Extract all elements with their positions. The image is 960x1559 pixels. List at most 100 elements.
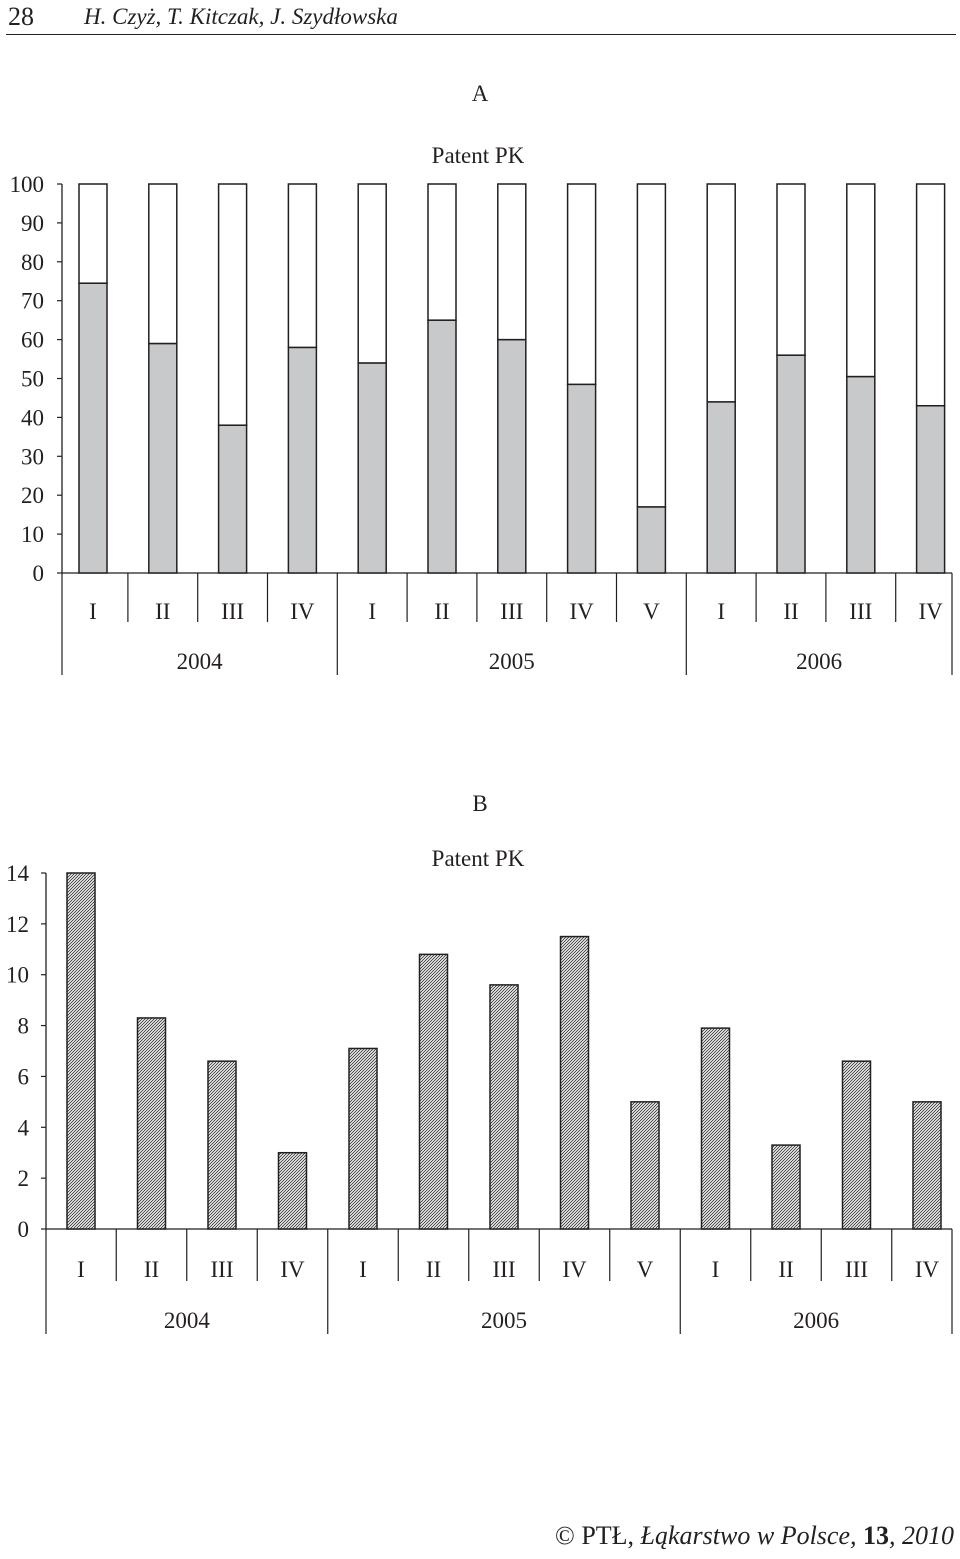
- x-category-label: III: [211, 1257, 234, 1282]
- bar: [630, 1101, 660, 1230]
- x-category-label: I: [712, 1257, 720, 1282]
- footer-journal: Łąkarstwo w Polsce: [640, 1521, 850, 1550]
- x-category-label: II: [155, 599, 170, 624]
- bar: [771, 1144, 801, 1230]
- x-group-label: 2004: [164, 1308, 211, 1333]
- x-category-label: III: [845, 1257, 868, 1282]
- bar-segment-white: [287, 183, 318, 349]
- y-tick-label: 10: [6, 963, 29, 988]
- x-category-label: II: [426, 1257, 441, 1282]
- bar-segment-gray: [776, 354, 806, 574]
- bar: [912, 1101, 942, 1230]
- x-category-label: V: [637, 1257, 654, 1282]
- bar: [277, 1151, 308, 1230]
- x-category-label: III: [493, 1257, 516, 1282]
- x-group-label: 2005: [481, 1308, 527, 1333]
- bar: [418, 953, 449, 1230]
- x-category-label: IV: [918, 599, 943, 624]
- bar-segment-white: [636, 183, 667, 508]
- y-tick-label: 14: [6, 861, 30, 886]
- footer-volume: 13: [863, 1521, 889, 1550]
- y-tick-label: 100: [10, 172, 45, 197]
- y-tick-label: 4: [18, 1115, 30, 1140]
- x-category-label: III: [221, 599, 244, 624]
- page-number: 28: [8, 2, 34, 31]
- bar-segment-gray: [497, 338, 527, 574]
- x-category-label: I: [368, 599, 376, 624]
- y-tick-label: 80: [21, 250, 44, 275]
- bar: [700, 1027, 731, 1230]
- x-category-label: IV: [915, 1257, 940, 1282]
- footer-sep: ,: [850, 1521, 863, 1550]
- bar: [136, 1017, 167, 1230]
- bar-segment-white: [497, 183, 527, 341]
- x-category-label: IV: [562, 1257, 587, 1282]
- footer-year: , 2010: [889, 1521, 954, 1550]
- y-tick-label: 12: [6, 912, 29, 937]
- y-tick-label: 50: [21, 367, 44, 392]
- x-category-label: II: [783, 599, 798, 624]
- y-tick-label: 0: [33, 561, 45, 586]
- bar-segment-gray: [148, 342, 178, 574]
- y-tick-label: 20: [21, 483, 44, 508]
- running-head-authors: H. Czyż, T. Kitczak, J. Szydłowska: [84, 4, 398, 29]
- header-rule: [6, 34, 956, 35]
- bar: [348, 1047, 378, 1230]
- bar-segment-white: [846, 183, 876, 378]
- bar-segment-white: [148, 183, 178, 345]
- y-tick-label: 70: [21, 289, 44, 314]
- y-tick-label: 8: [18, 1014, 30, 1039]
- x-category-label: III: [849, 599, 872, 624]
- x-category-label: III: [500, 599, 523, 624]
- chart-title: Patent PK: [432, 143, 525, 168]
- y-tick-label: 60: [21, 328, 44, 353]
- x-group-label: 2005: [489, 649, 535, 674]
- bar: [66, 872, 96, 1230]
- x-category-label: IV: [280, 1257, 305, 1282]
- x-category-label: V: [643, 599, 660, 624]
- bar-segment-gray: [427, 319, 457, 574]
- bar-segment-white: [427, 183, 457, 321]
- x-category-label: IV: [569, 599, 594, 624]
- panel-label: A: [472, 81, 489, 106]
- x-category-label: II: [434, 599, 449, 624]
- x-group-label: 2004: [177, 649, 224, 674]
- bar-segment-gray: [636, 506, 667, 574]
- x-group-label: 2006: [793, 1308, 839, 1333]
- bar-segment-white: [915, 183, 946, 407]
- x-category-label: I: [89, 599, 97, 624]
- page-footer: © PTŁ, Łąkarstwo w Polsce, 13, 2010: [555, 1521, 954, 1551]
- x-category-label: I: [77, 1257, 85, 1282]
- x-category-label: IV: [290, 599, 315, 624]
- panel-label: B: [472, 791, 487, 816]
- x-category-label: I: [359, 1257, 367, 1282]
- bar: [207, 1060, 237, 1230]
- bar-segment-white: [78, 183, 108, 284]
- bar-segment-gray: [217, 424, 248, 574]
- bar-segment-white: [706, 183, 736, 403]
- y-tick-label: 2: [18, 1166, 30, 1191]
- bar: [841, 1060, 872, 1230]
- y-tick-label: 90: [21, 211, 44, 236]
- page-header: 28 H. Czyż, T. Kitczak, J. Szydłowska: [0, 0, 960, 40]
- bar-segment-white: [566, 183, 597, 386]
- y-tick-label: 40: [21, 405, 44, 430]
- y-tick-label: 6: [18, 1064, 30, 1089]
- bar-segment-gray: [566, 383, 597, 574]
- bar-segment-gray: [915, 404, 946, 574]
- y-tick-label: 10: [21, 522, 44, 547]
- y-tick-label: 30: [21, 444, 44, 469]
- x-category-label: I: [717, 599, 725, 624]
- bar-segment-gray: [78, 282, 108, 574]
- x-group-label: 2006: [796, 649, 842, 674]
- footer-org: PTŁ,: [581, 1521, 641, 1550]
- copyright-symbol: ©: [555, 1521, 575, 1550]
- x-category-label: II: [144, 1257, 159, 1282]
- bar-segment-white: [776, 183, 806, 356]
- bar: [559, 935, 590, 1230]
- bar-segment-gray: [706, 401, 736, 574]
- bar-segment-white: [217, 183, 248, 426]
- bar-segment-gray: [287, 346, 318, 574]
